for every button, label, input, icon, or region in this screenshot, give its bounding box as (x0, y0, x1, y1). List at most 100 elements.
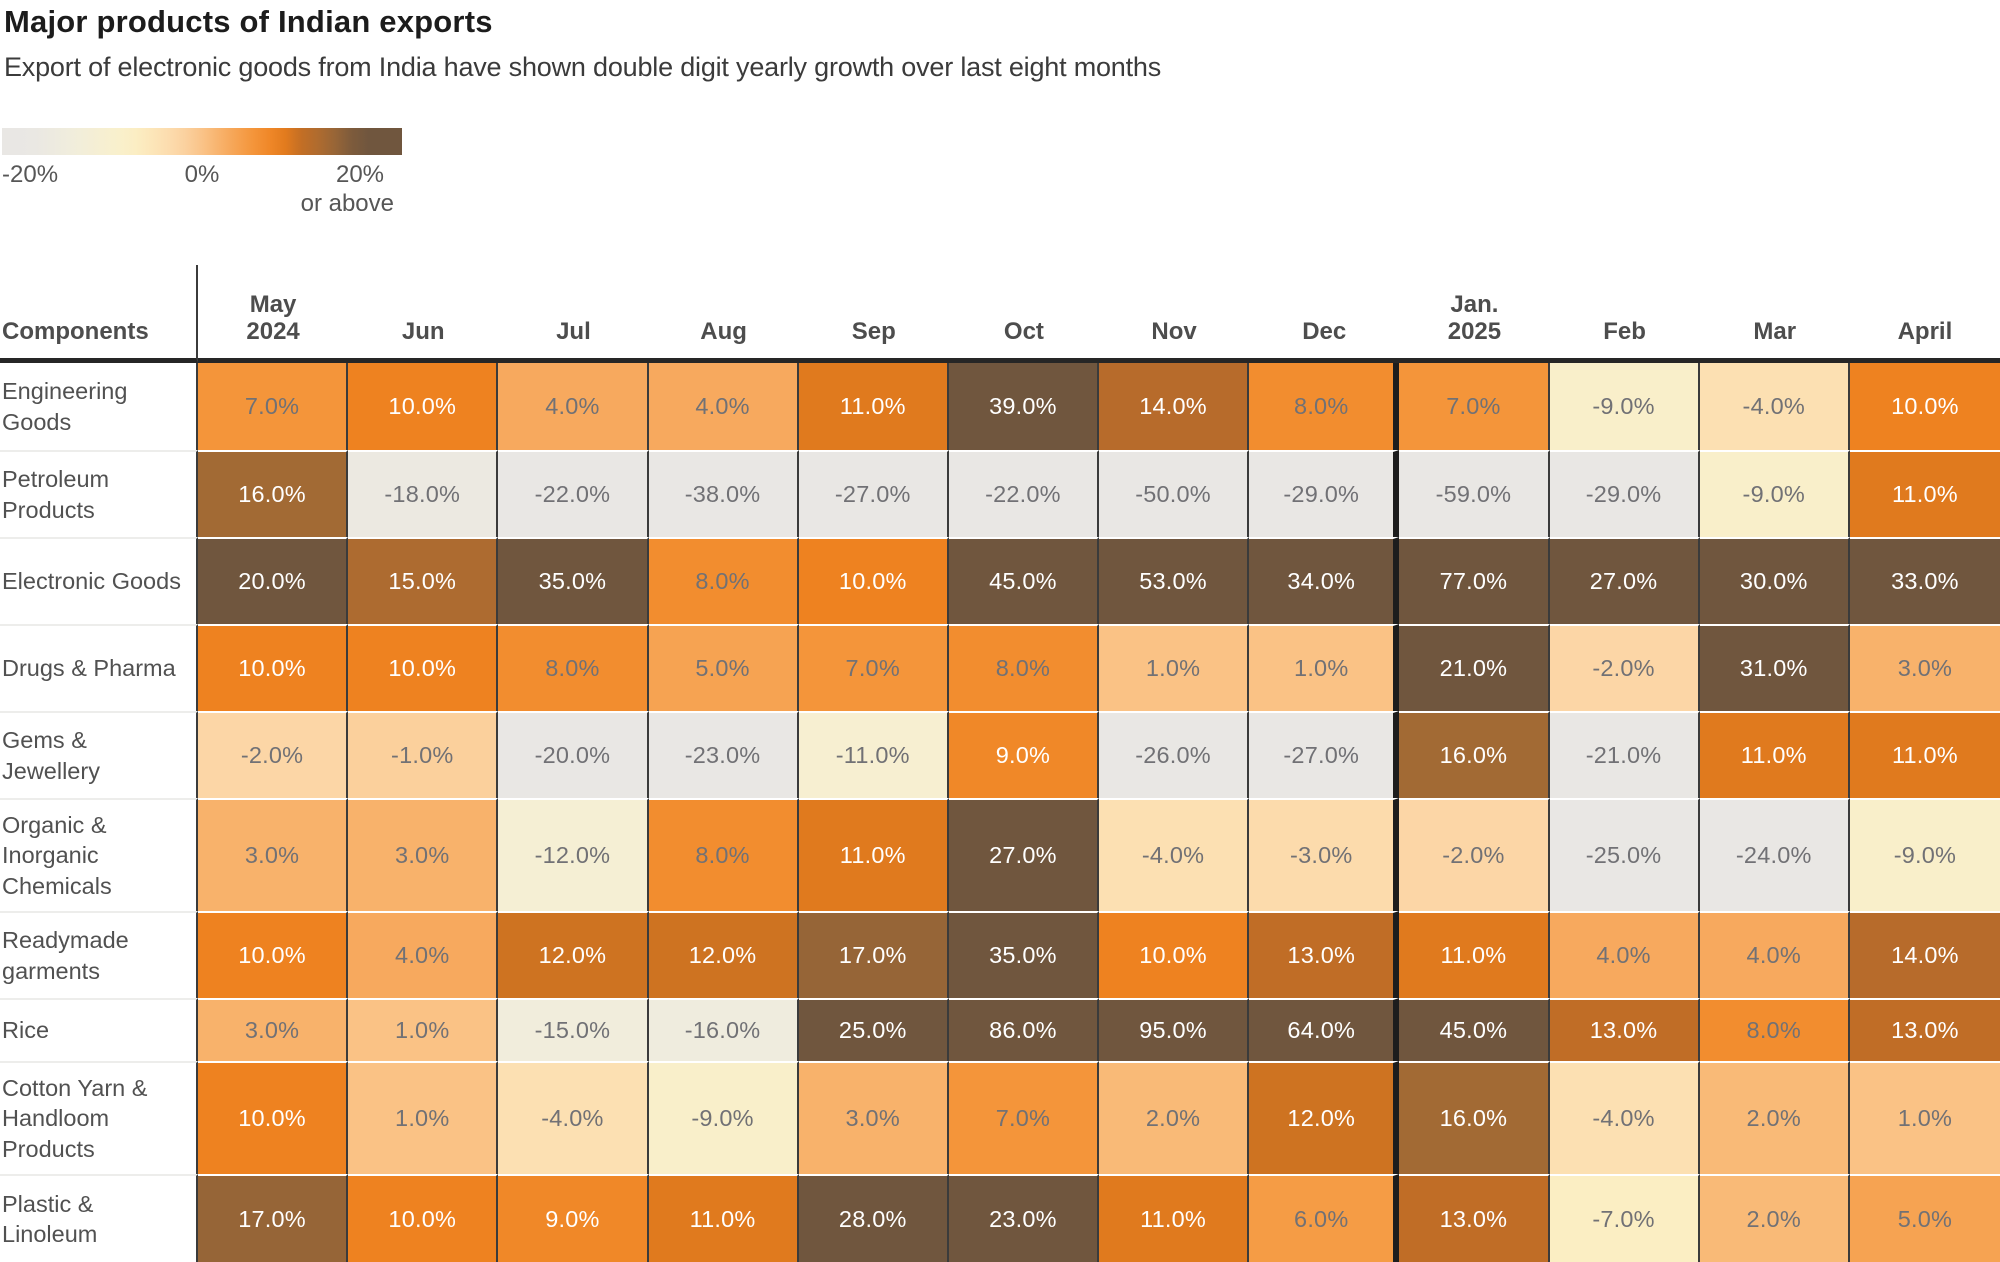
heatmap-cell: 2.0% (1699, 1061, 1850, 1174)
heatmap-cell: -9.0% (648, 1061, 799, 1174)
heatmap-cell: 10.0% (348, 624, 499, 711)
heatmap-cell: 11.0% (1849, 450, 2000, 537)
heatmap-cell: 95.0% (1099, 998, 1250, 1061)
heatmap-cell: 7.0% (798, 624, 949, 711)
heatmap-cell: -20.0% (498, 711, 649, 798)
heatmap-cell: 16.0% (1399, 1061, 1550, 1174)
heatmap-cell: -26.0% (1099, 711, 1250, 798)
heatmap-cell: -16.0% (648, 998, 799, 1061)
heatmap-cell: 11.0% (1699, 711, 1850, 798)
column-header: April (1849, 265, 2000, 363)
heatmap-cell: 3.0% (348, 798, 499, 911)
heatmap-cell: 11.0% (1399, 911, 1550, 998)
heatmap-cell: 11.0% (1099, 1174, 1250, 1262)
heatmap-cell: 86.0% (948, 998, 1099, 1061)
heatmap-cell: -50.0% (1099, 450, 1250, 537)
heatmap-cell: 23.0% (948, 1174, 1099, 1262)
heatmap-cell: 3.0% (1849, 624, 2000, 711)
heatmap-cell: 7.0% (198, 363, 349, 450)
heatmap-cell: 45.0% (1399, 998, 1550, 1061)
row-label: Readymade garments (0, 911, 198, 998)
heatmap-cell: 11.0% (648, 1174, 799, 1262)
row-label: Plastic & Linoleum (0, 1174, 198, 1262)
heatmap-cell: 5.0% (1849, 1174, 2000, 1262)
row-label: Electronic Goods (0, 537, 198, 624)
legend-gradient-bar (2, 128, 402, 155)
heatmap-cell: 17.0% (198, 1174, 349, 1262)
column-header: Dec (1249, 265, 1400, 363)
heatmap-cell: 10.0% (198, 911, 349, 998)
column-header: Jan. 2025 (1399, 265, 1550, 363)
heatmap-cell: 2.0% (1699, 1174, 1850, 1262)
heatmap-cell: 11.0% (1849, 711, 2000, 798)
heatmap-cell: 34.0% (1249, 537, 1400, 624)
heatmap-cell: -4.0% (1549, 1061, 1700, 1174)
heatmap-cell: 1.0% (1849, 1061, 2000, 1174)
heatmap-cell: -38.0% (648, 450, 799, 537)
legend-min-label: -20% (2, 161, 59, 188)
heatmap-cell: 6.0% (1249, 1174, 1400, 1262)
heatmap-cell: -4.0% (1699, 363, 1850, 450)
heatmap-cell: -18.0% (348, 450, 499, 537)
heatmap-cell: 33.0% (1849, 537, 2000, 624)
row-label: Engineering Goods (0, 363, 198, 450)
column-header: Sep (798, 265, 949, 363)
row-label: Rice (0, 998, 198, 1061)
row-label: Petroleum Products (0, 450, 198, 537)
heatmap-cell: 8.0% (648, 798, 799, 911)
heatmap-cell: 10.0% (348, 363, 499, 450)
heatmap-cell: -9.0% (1849, 798, 2000, 911)
heatmap-cell: -11.0% (798, 711, 949, 798)
heatmap-cell: 3.0% (198, 798, 349, 911)
heatmap-cell: 1.0% (1249, 624, 1400, 711)
column-header: Oct (948, 265, 1099, 363)
heatmap-cell: -27.0% (1249, 711, 1400, 798)
heatmap-cell: 25.0% (798, 998, 949, 1061)
heatmap-cell: 30.0% (1699, 537, 1850, 624)
row-label: Organic & Inorganic Chemicals (0, 798, 198, 911)
heatmap-cell: 10.0% (798, 537, 949, 624)
heatmap-cell: -9.0% (1699, 450, 1850, 537)
heatmap-cell: 16.0% (1399, 711, 1550, 798)
heatmap-cell: -22.0% (948, 450, 1099, 537)
heatmap-cell: 4.0% (648, 363, 799, 450)
heatmap-cell: 11.0% (798, 363, 949, 450)
heatmap-cell: -2.0% (1399, 798, 1550, 911)
heatmap-cell: 4.0% (348, 911, 499, 998)
heatmap-cell: 13.0% (1549, 998, 1700, 1061)
heatmap-cell: 8.0% (648, 537, 799, 624)
heatmap-cell: 17.0% (798, 911, 949, 998)
legend-max-sublabel: or above (300, 190, 394, 217)
heatmap-cell: 14.0% (1849, 911, 2000, 998)
heatmap-cell: 28.0% (798, 1174, 949, 1262)
heatmap-cell: 8.0% (498, 624, 649, 711)
heatmap-cell: 3.0% (798, 1061, 949, 1174)
heatmap-cell: 45.0% (948, 537, 1099, 624)
heatmap-cell: 16.0% (198, 450, 349, 537)
heatmap-cell: 15.0% (348, 537, 499, 624)
heatmap-cell: -4.0% (1099, 798, 1250, 911)
heatmap-cell: 13.0% (1249, 911, 1400, 998)
heatmap-cell: 39.0% (948, 363, 1099, 450)
heatmap-cell: -29.0% (1249, 450, 1400, 537)
heatmap-cell: 10.0% (1849, 363, 2000, 450)
heatmap-cell: 53.0% (1099, 537, 1250, 624)
heatmap-cell: -21.0% (1549, 711, 1700, 798)
heatmap-cell: 31.0% (1699, 624, 1850, 711)
heatmap-cell: -12.0% (498, 798, 649, 911)
column-header: Jul (498, 265, 649, 363)
page-subtitle: Export of electronic goods from India ha… (4, 52, 1162, 82)
heatmap-cell: 8.0% (948, 624, 1099, 711)
legend-max-label: 20% (335, 161, 385, 188)
heatmap-cell: -2.0% (1549, 624, 1700, 711)
heatmap-cell: 7.0% (948, 1061, 1099, 1174)
heatmap-cell: 8.0% (1699, 998, 1850, 1061)
heatmap-cell: -59.0% (1399, 450, 1550, 537)
heatmap-cell: 4.0% (498, 363, 649, 450)
column-header: Mar (1699, 265, 1850, 363)
heatmap-cell: 1.0% (348, 998, 499, 1061)
heatmap-cell: 10.0% (198, 1061, 349, 1174)
heatmap-cell: 13.0% (1849, 998, 2000, 1061)
heatmap-cell: 13.0% (1399, 1174, 1550, 1262)
heatmap-cell: -3.0% (1249, 798, 1400, 911)
